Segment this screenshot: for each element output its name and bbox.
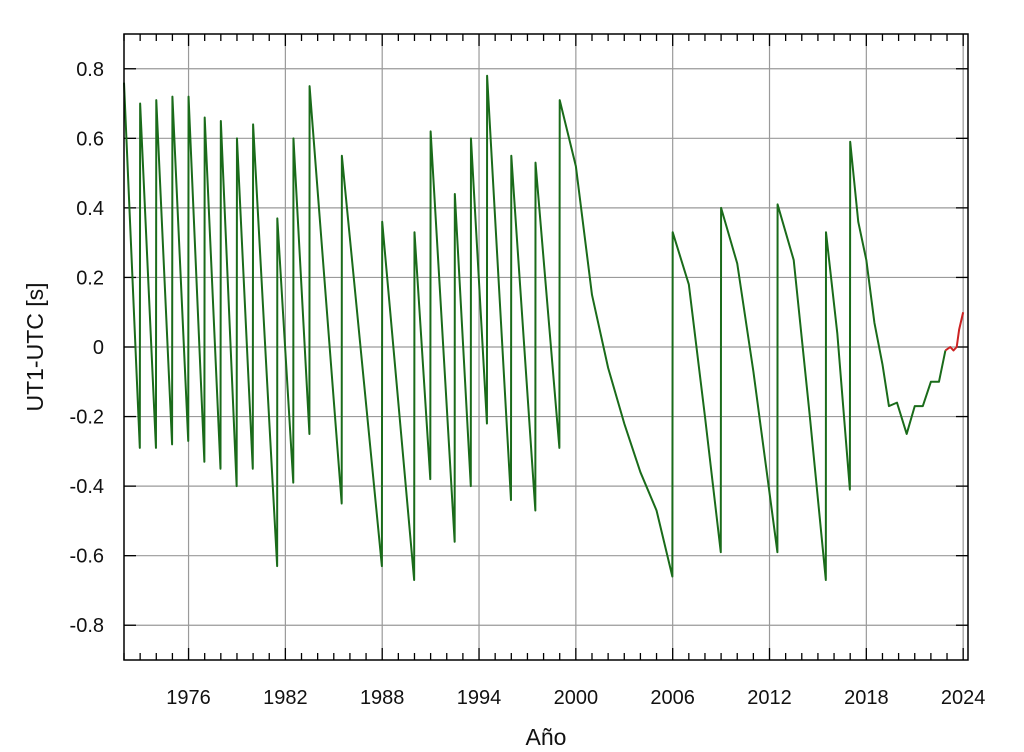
grid [124,34,968,660]
y-tick-label: 0.6 [76,128,104,150]
x-tick-label: 2000 [554,687,599,709]
y-tick-label: -0.4 [70,476,104,498]
series-lines [123,74,965,582]
x-axis-title: Año [526,724,567,750]
y-tick-label: -0.6 [70,546,104,568]
y-tick-label: 0 [93,337,104,359]
axis-ticks [123,34,968,660]
y-tick-label: 0.8 [76,59,104,81]
x-tick-label: 2006 [650,687,695,709]
y-tick-label: 0.4 [76,198,104,220]
x-tick-label: 2024 [941,687,986,709]
y-tick-label: -0.8 [70,615,104,637]
x-tick-label: 1976 [166,687,211,709]
y-axis-title: UT1-UTC [s] [22,282,48,411]
x-tick-label: 1988 [360,687,405,709]
series-line-2 [944,311,965,352]
plot-frame [123,33,969,661]
x-tick-label: 1994 [457,687,502,709]
tick-labels: 1976 1982 1988 1994 2000 2006 2012 2018 2024 -0.8… [70,59,986,709]
y-tick-label: -0.2 [70,407,104,429]
x-tick-label: 2012 [747,687,792,709]
x-tick-label: 2018 [844,687,889,709]
x-tick-label: 1982 [263,687,308,709]
series-line-1 [123,74,947,582]
y-tick-label: 0.2 [76,267,104,289]
